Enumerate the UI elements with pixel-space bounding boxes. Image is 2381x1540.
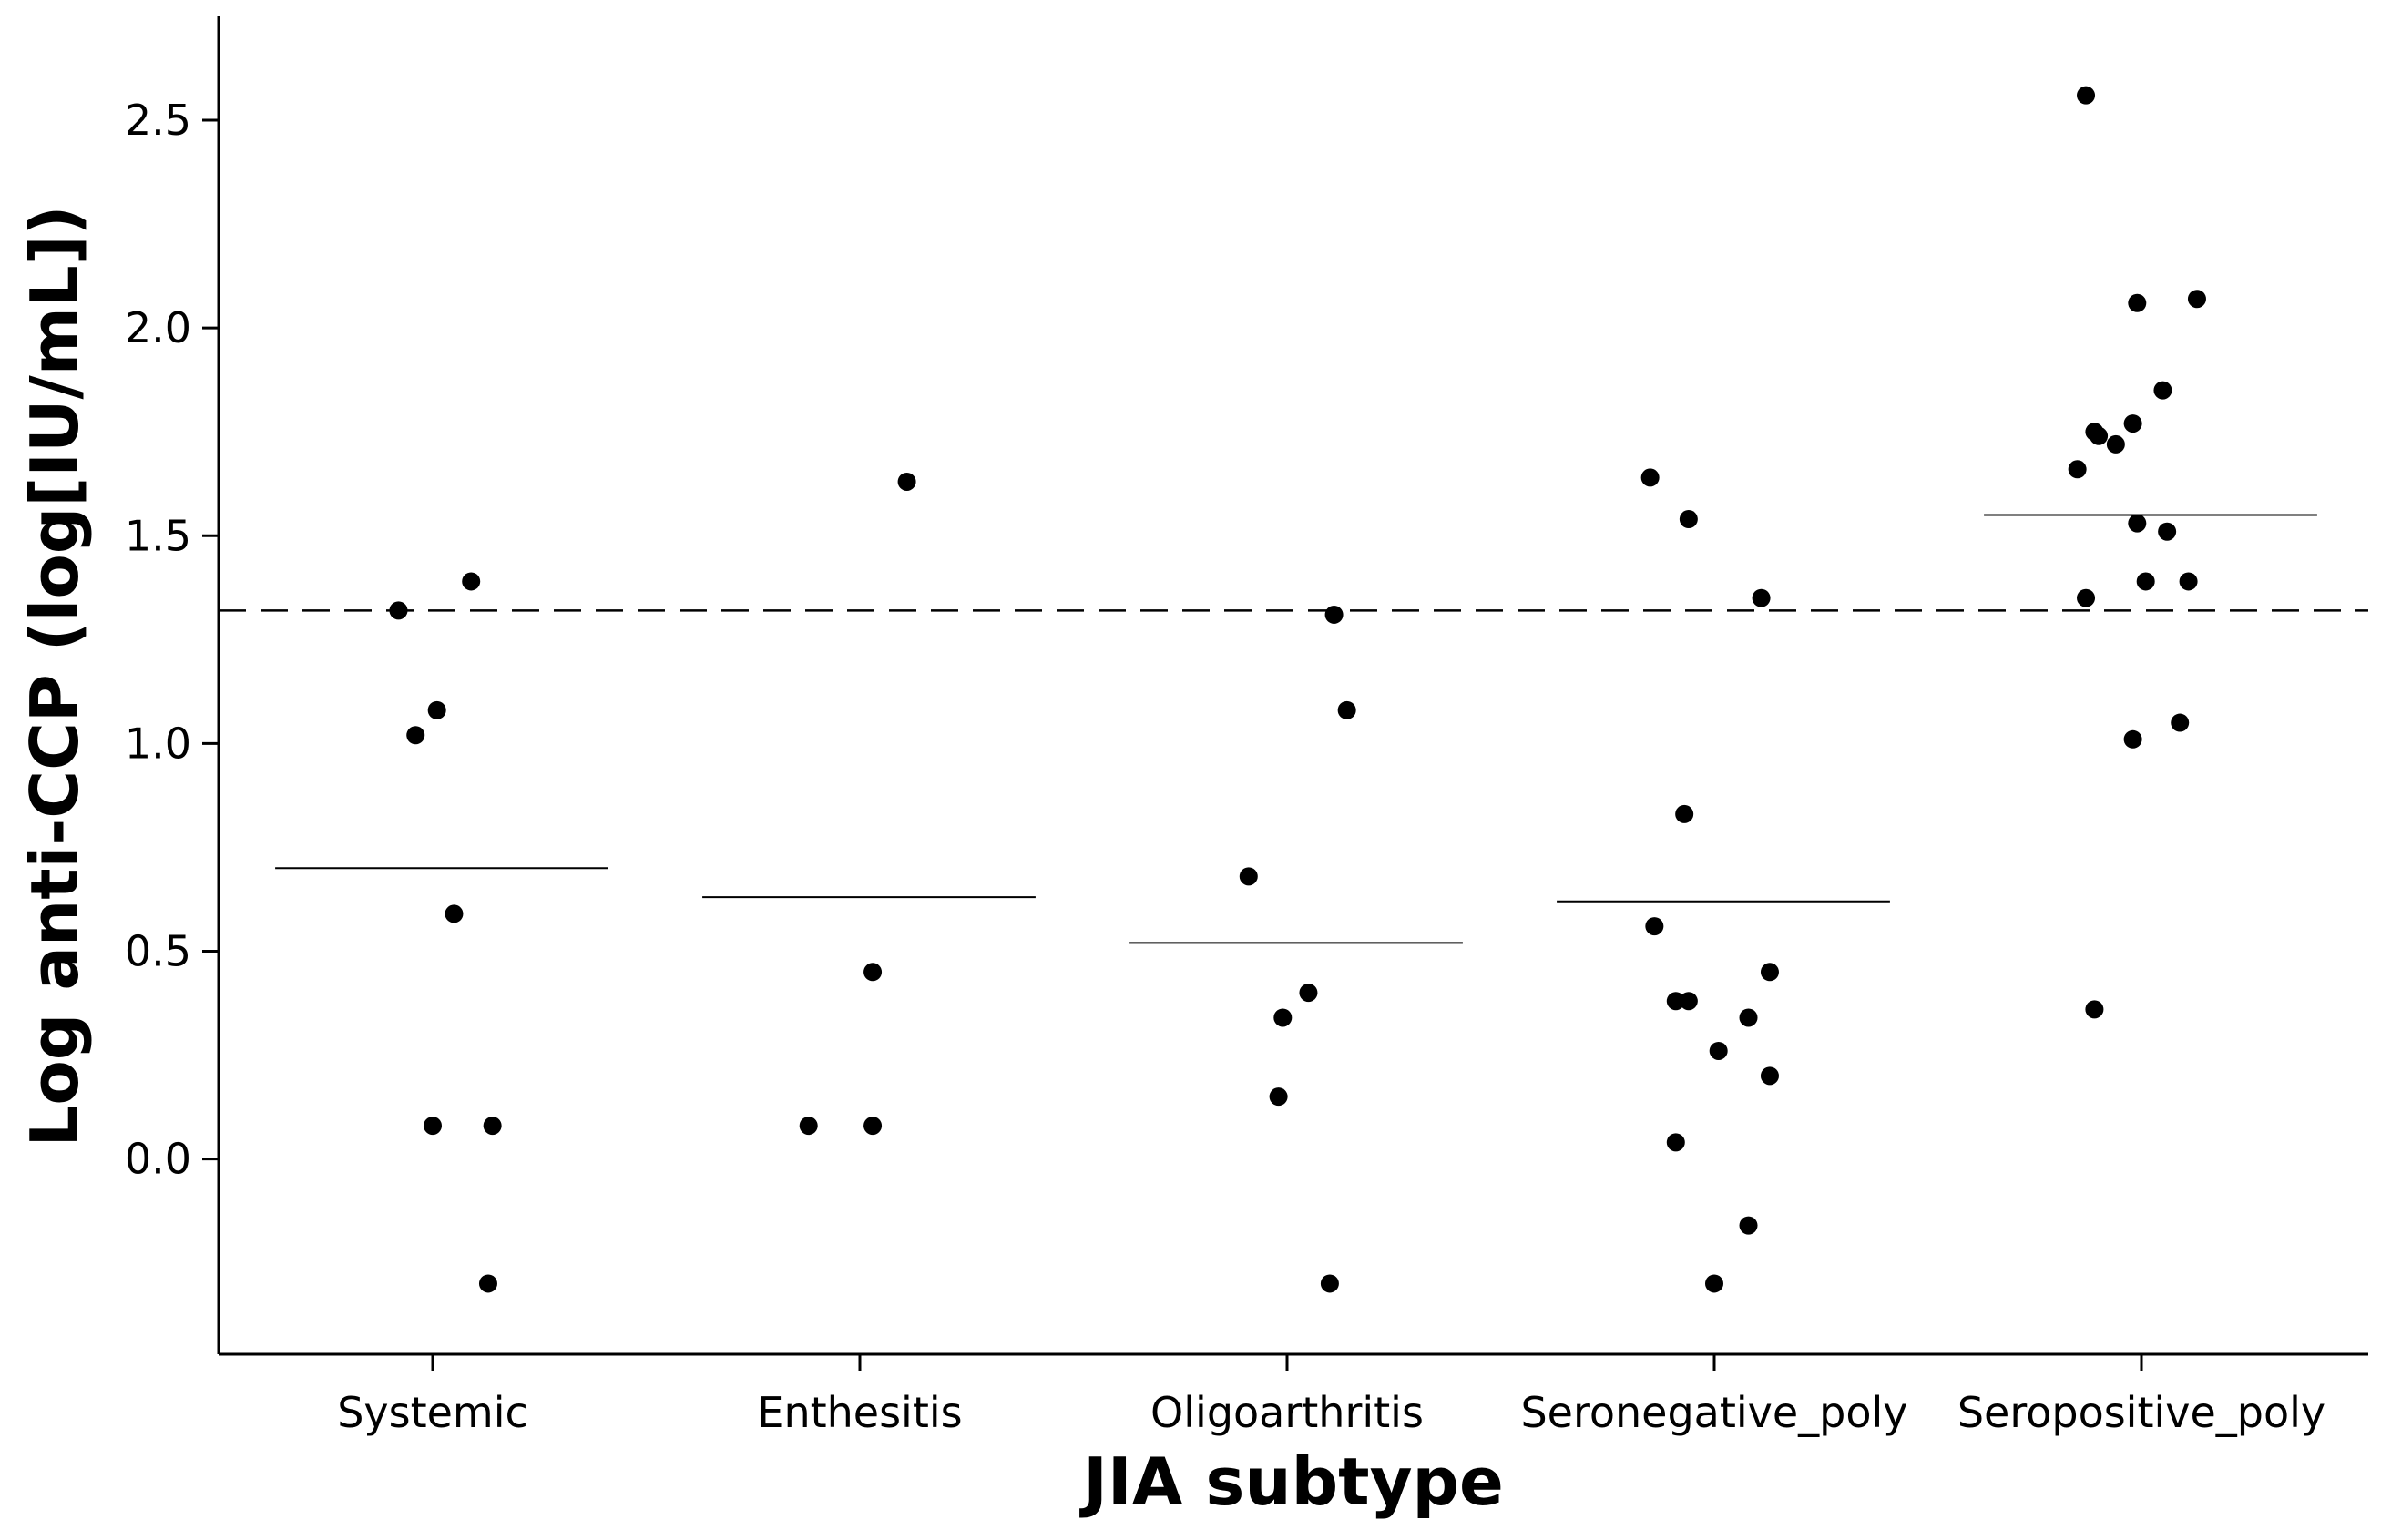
data-point [1320,1274,1339,1293]
data-point [427,700,446,719]
data-point [1269,1087,1288,1107]
data-point [1640,468,1660,487]
data-point [2085,1000,2104,1019]
data-point [406,726,425,745]
data-point [2123,414,2142,433]
data-point [1752,588,1771,607]
plot-area: 0.0 0.5 1.0 1.5 2.0 2.5 Systemic Enthesitis Olig… [125,16,2368,1437]
data-point [2179,572,2198,591]
data-point [2128,514,2147,533]
data-point [2136,572,2155,591]
data-point [2128,293,2147,312]
data-point [445,904,464,923]
data-point [2123,729,2142,749]
data-point [483,1117,502,1136]
data-point [2187,290,2206,309]
x-tick-label: Seropositive_poly [1957,1388,2325,1437]
data-point [1675,804,1694,823]
data-point [1324,605,1344,624]
y-tick-label: 0.0 [125,1135,191,1184]
y-axis-title: Log anti-CCP (log[IU/mL]) [16,205,93,1147]
data-point [2077,86,2096,105]
data-point [389,601,408,620]
data-point [462,572,481,591]
data-point [2158,522,2177,541]
data-point [1239,867,1258,886]
x-axis-title: JIA subtype [1078,1443,1504,1520]
y-tick-label: 1.5 [125,511,191,560]
y-tick-label: 1.0 [125,719,191,768]
x-tick-label: Seronegative_poly [1520,1388,1907,1437]
data-point [1645,917,1664,936]
data-point [897,472,916,491]
data-point [1709,1041,1728,1060]
data-point [1705,1274,1723,1293]
data-point [2153,381,2172,400]
x-tick-label: Systemic [337,1388,528,1437]
data-point [2090,426,2109,445]
y-tick-label: 2.5 [125,96,191,145]
data-point [863,963,883,982]
data-point [799,1117,818,1136]
data-point [1739,1216,1758,1235]
data-point [478,1274,497,1293]
x-tick-label: Enthesitis [757,1388,962,1437]
data-point [2171,713,2190,732]
data-point [1760,963,1779,982]
y-tick-label: 0.5 [125,926,191,975]
data-point [2106,434,2125,454]
data-point [1299,984,1318,1003]
data-point [1679,510,1698,529]
y-tick-label: 2.0 [125,303,191,352]
data-point [1666,1133,1685,1152]
data-point [1679,992,1698,1011]
data-point [1760,1066,1779,1086]
data-point [1739,1008,1758,1027]
data-point [2077,588,2096,607]
data-point [1337,700,1356,719]
data-point [424,1117,442,1136]
data-point [1666,992,1685,1011]
x-tick-label: Oligoarthritis [1150,1388,1424,1437]
data-point [1273,1008,1293,1027]
data-point [2068,460,2087,479]
data-point [863,1117,883,1136]
